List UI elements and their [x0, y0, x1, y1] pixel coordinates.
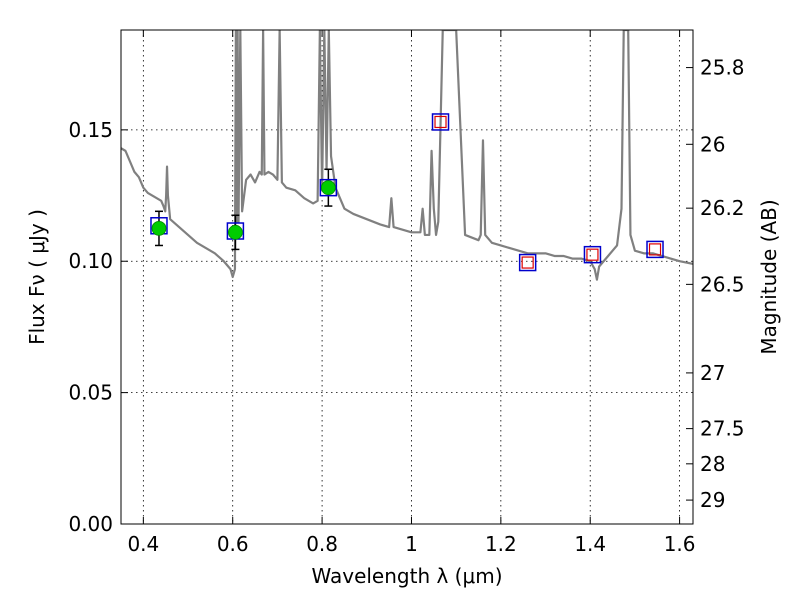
y2-tick-label: 26.5	[700, 272, 745, 296]
x-tick-label: 0.6	[217, 532, 249, 556]
x-tick-label: 0.8	[306, 532, 338, 556]
upper-limit-marker	[648, 243, 662, 256]
model-flux-marker	[518, 253, 537, 272]
tick-labels: 0.4 0.6 0.8 1 1.2 1.4 1.6 0.00 0.05 0.10 0.15 25.8 2…	[68, 56, 744, 556]
y2-tick-label: 26	[700, 132, 725, 156]
y2-tick-label: 28	[700, 452, 725, 476]
plot-area	[121, 30, 693, 281]
x-axis-label: Wavelength λ (μm)	[311, 564, 502, 588]
y-axis-label: Flux Fν ( μJy )	[25, 209, 49, 345]
upper-limit-marker	[586, 248, 599, 261]
y2-tick-label: 25.8	[700, 56, 745, 80]
x-tick-label: 1	[405, 532, 418, 556]
y2-axis-label: Magnitude (AB)	[757, 199, 781, 354]
upper-limit-marker	[434, 115, 447, 129]
observed-flux-point	[151, 220, 167, 236]
y-tick-label: 0.15	[68, 118, 113, 142]
x-tick-label: 1.6	[664, 532, 696, 556]
upper-limit-marker	[521, 256, 534, 269]
axis-ticks	[121, 30, 693, 525]
y-tick-label: 0.05	[68, 381, 113, 405]
y2-tick-label: 29	[700, 488, 725, 512]
grid-lines	[121, 30, 693, 525]
x-tick-label: 1.4	[574, 532, 606, 556]
y-tick-label: 0.10	[68, 249, 113, 273]
x-tick-label: 0.4	[127, 532, 159, 556]
sed-line	[121, 30, 693, 281]
observed-flux-point	[320, 180, 336, 196]
y-tick-label: 0.00	[68, 512, 113, 536]
y2-tick-label: 27.5	[700, 417, 745, 441]
observed-flux-point	[227, 224, 243, 240]
model-flux-marker	[319, 178, 338, 197]
model-flux-marker	[431, 113, 450, 131]
y2-tick-label: 26.2	[700, 196, 745, 220]
x-tick-label: 1.2	[485, 532, 517, 556]
model-flux-marker	[583, 245, 602, 264]
y2-tick-label: 27	[700, 361, 725, 385]
model-flux-marker	[646, 240, 664, 259]
plot-frame	[120, 29, 694, 525]
